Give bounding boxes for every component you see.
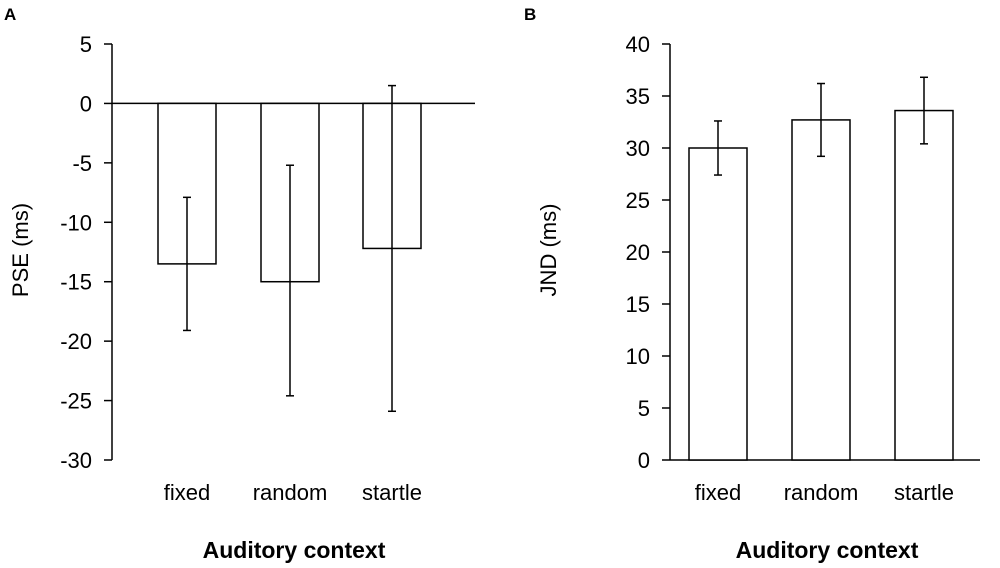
panel-a-error-bar-random bbox=[286, 164, 294, 397]
panel-b-bar-startle bbox=[894, 109, 954, 461]
panel-b-y-tick-label: 40 bbox=[626, 32, 650, 57]
panel-b-plot: 40 35 30 25 20 15 10 5 0 fixed random startle bbox=[626, 32, 980, 505]
panel-b: B JND (ms) Auditory context 40 35 30 25 20 15… bbox=[524, 5, 980, 563]
panel-a-y-tick-label: -5 bbox=[72, 151, 92, 176]
panel-b-category-label: fixed bbox=[695, 480, 741, 505]
panel-b-error-bar-startle bbox=[920, 76, 928, 145]
panel-a-error-bar-fixed bbox=[183, 196, 191, 332]
panel-a-y-tick-label: -25 bbox=[60, 389, 92, 414]
panel-a-category-label: fixed bbox=[164, 480, 210, 505]
panel-a-y-tick-label: -15 bbox=[60, 270, 92, 295]
panel-a-category-label: random bbox=[253, 480, 328, 505]
panel-a-y-axis-title: PSE (ms) bbox=[8, 203, 33, 297]
panel-b-y-tick-label: 10 bbox=[626, 344, 650, 369]
panel-b-category-label: random bbox=[784, 480, 859, 505]
panel-b-y-tick-label: 15 bbox=[626, 292, 650, 317]
panel-a-plot: 5 0 -5 -10 -15 -20 -25 -30 fixed random startle bbox=[60, 32, 475, 505]
panel-a-letter: A bbox=[4, 5, 16, 24]
panel-b-bar-random bbox=[791, 119, 851, 461]
panel-a-y-tick-label: -30 bbox=[60, 448, 92, 473]
panel-b-y-tick-label: 30 bbox=[626, 136, 650, 161]
panel-a-x-axis-title: Auditory context bbox=[203, 537, 386, 563]
panel-a-category-label: startle bbox=[362, 480, 422, 505]
panel-b-category-label: startle bbox=[894, 480, 954, 505]
panel-b-y-tick-label: 0 bbox=[638, 448, 650, 473]
panel-b-y-tick-label: 5 bbox=[638, 396, 650, 421]
panel-b-y-axis-title: JND (ms) bbox=[536, 204, 561, 297]
panel-b-letter: B bbox=[524, 5, 536, 24]
panel-b-y-tick-label: 25 bbox=[626, 188, 650, 213]
panel-a-y-tick-label: -10 bbox=[60, 210, 92, 235]
panel-a-error-bar-startle bbox=[388, 84, 396, 413]
panel-a-y-tick-label: 5 bbox=[80, 32, 92, 57]
panel-a-y-tick-label: 0 bbox=[80, 91, 92, 116]
panel-b-bar-fixed bbox=[688, 147, 748, 461]
panel-b-x-axis-title: Auditory context bbox=[736, 537, 919, 563]
panel-b-y-tick-label: 35 bbox=[626, 84, 650, 109]
panel-b-error-bar-fixed bbox=[714, 120, 722, 176]
panel-a-y-tick-label: -20 bbox=[60, 329, 92, 354]
panel-a: A PSE (ms) Auditory context 5 0 -5 -10 -15 -2… bbox=[4, 5, 475, 563]
panel-b-y-tick-label: 20 bbox=[626, 240, 650, 265]
panel-b-error-bar-random bbox=[817, 82, 825, 158]
